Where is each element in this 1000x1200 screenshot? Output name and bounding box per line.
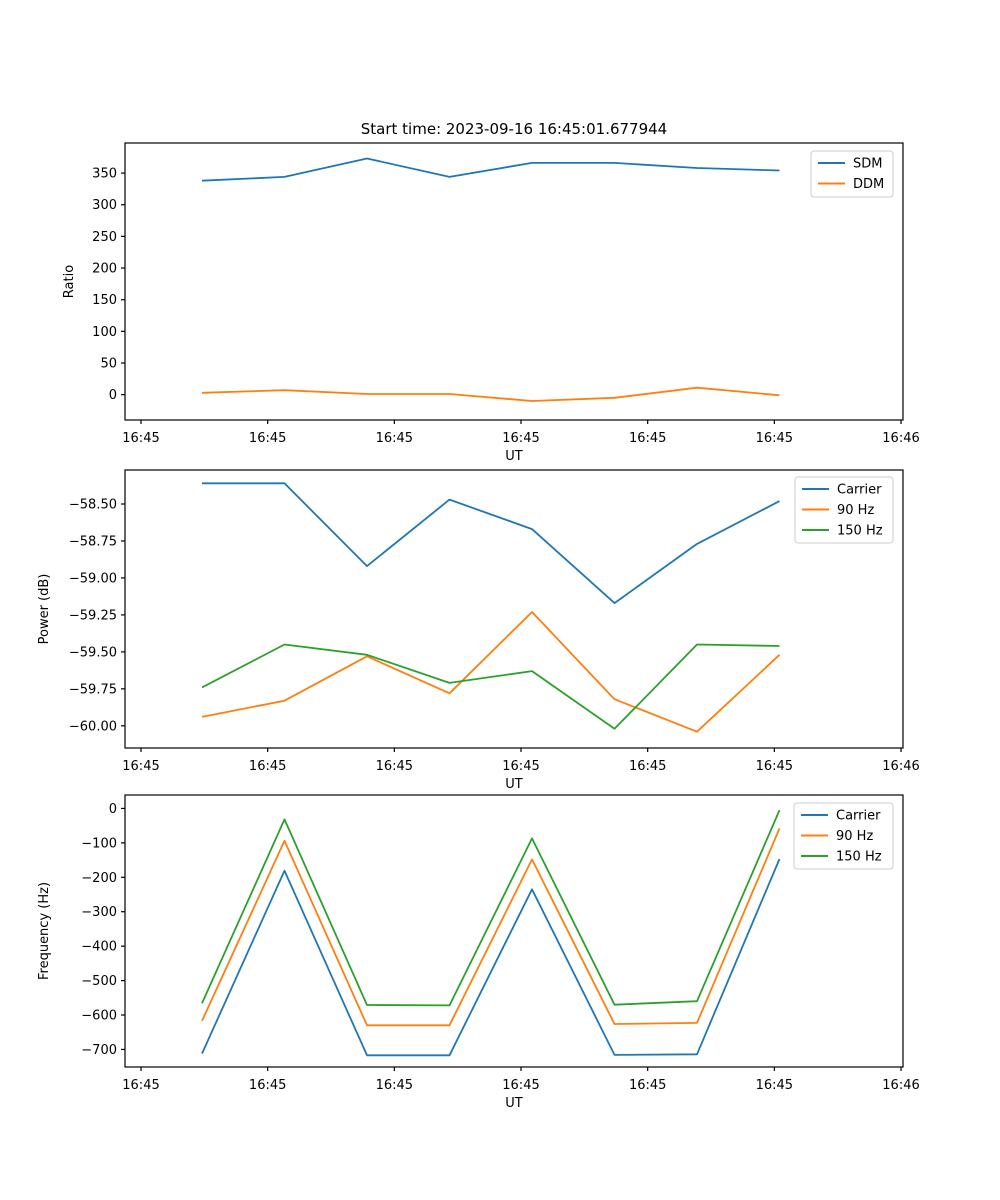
plot-3-legend: Carrier 90 Hz 150 Hz (793, 802, 894, 870)
legend-box (793, 802, 894, 870)
legend-label: Carrier (836, 809, 881, 824)
legend-box (794, 476, 894, 544)
y-tick-label: 0 (109, 388, 117, 403)
x-tick-label: 16:45 (756, 759, 793, 774)
y-tick-label: −59.75 (69, 682, 117, 697)
y-tick-label: −59.25 (69, 608, 117, 623)
x-tick-label: 16:45 (122, 431, 159, 446)
y-tick-label: −700 (81, 1043, 117, 1058)
y-tick-label: 150 (92, 293, 117, 308)
x-axis-label: UT (505, 777, 523, 792)
plot-2-series-90-hz-line (201, 611, 781, 733)
legend-label: SDM (853, 157, 882, 172)
y-axis-label: Frequency (Hz) (37, 882, 52, 980)
plot-1: 16:45 16:45 16:45 16:45 16:45 16:45 16:46 350 30… (62, 142, 920, 464)
x-tick-label: 16:45 (122, 759, 159, 774)
y-tick-label: −59.50 (69, 645, 117, 660)
x-tick-label: 16:46 (882, 1078, 919, 1093)
y-axis-label: Ratio (62, 265, 77, 298)
plot-2-series-carrier-line (202, 482, 780, 604)
y-axis-label: Power (dB) (37, 574, 52, 645)
x-tick-label: 16:45 (756, 1078, 793, 1093)
plot-1-series-ddm-line (201, 386, 780, 402)
y-tick-label: −300 (81, 905, 117, 920)
legend-label: 90 Hz (836, 829, 873, 844)
y-tick-label: −600 (81, 1009, 117, 1024)
plot-3: 16:45 16:45 16:45 16:45 16:45 16:45 16:46 0 −100… (37, 794, 920, 1111)
plot-2-axes (124, 469, 904, 749)
x-tick-label: 16:45 (629, 759, 666, 774)
y-tick-label: 0 (109, 802, 117, 817)
x-axis-label: UT (505, 1096, 523, 1111)
x-tick-label: 16:45 (249, 759, 286, 774)
plot-3-series-carrier-line (201, 858, 781, 1057)
x-tick-label: 16:45 (756, 431, 793, 446)
y-tick-label: −200 (81, 871, 117, 886)
legend-label: 90 Hz (837, 503, 874, 518)
legend-label: Carrier (837, 483, 882, 498)
x-tick-label: 16:45 (122, 1078, 159, 1093)
x-tick-label: 16:46 (882, 759, 919, 774)
y-tick-label: −100 (81, 836, 117, 851)
y-tick-label: 50 (100, 357, 117, 372)
x-tick-label: 16:45 (629, 431, 666, 446)
x-tick-label: 16:45 (629, 1078, 666, 1093)
x-axis-label: UT (505, 449, 523, 464)
y-tick-label: −400 (81, 940, 117, 955)
plot-3-series-90-hz-line (201, 828, 781, 1027)
x-tick-label: 16:45 (502, 431, 539, 446)
y-tick-label: 350 (92, 167, 117, 182)
y-tick-label: −58.50 (69, 498, 117, 513)
legend-label: 150 Hz (837, 524, 883, 539)
plot-1-legend: SDM DDM (810, 150, 894, 198)
plot-2: 16:45 16:45 16:45 16:45 16:45 16:45 16:46 −58.5… (37, 469, 920, 792)
y-tick-label: −58.75 (69, 534, 117, 549)
x-tick-label: 16:45 (249, 431, 286, 446)
y-tick-label: 250 (92, 230, 117, 245)
x-tick-label: 16:45 (376, 1078, 413, 1093)
y-tick-label: −59.00 (69, 571, 117, 586)
x-tick-label: 16:45 (249, 1078, 286, 1093)
y-tick-label: 300 (92, 198, 117, 213)
y-tick-label: 200 (92, 262, 117, 277)
x-tick-label: 16:46 (882, 431, 919, 446)
legend-label: DDM (853, 177, 884, 192)
plot-1-series-sdm-line (201, 157, 780, 182)
x-tick-label: 16:45 (502, 1078, 539, 1093)
plot-1-axes (124, 142, 904, 421)
y-tick-label: 100 (92, 325, 117, 340)
x-tick-label: 16:45 (376, 431, 413, 446)
y-tick-label: −60.00 (69, 719, 117, 734)
legend-label: 150 Hz (836, 850, 882, 865)
plot-2-legend: Carrier 90 Hz 150 Hz (794, 476, 894, 544)
plot-3-axes (124, 794, 904, 1068)
plot-2-series-150-hz-line (201, 643, 780, 730)
plot1-title: Start time: 2023-09-16 16:45:01.677944 (360, 120, 668, 138)
y-tick-label: −500 (81, 974, 117, 989)
x-tick-label: 16:45 (376, 759, 413, 774)
plot-3-series-150-hz-line (201, 809, 781, 1007)
x-tick-label: 16:45 (502, 759, 539, 774)
